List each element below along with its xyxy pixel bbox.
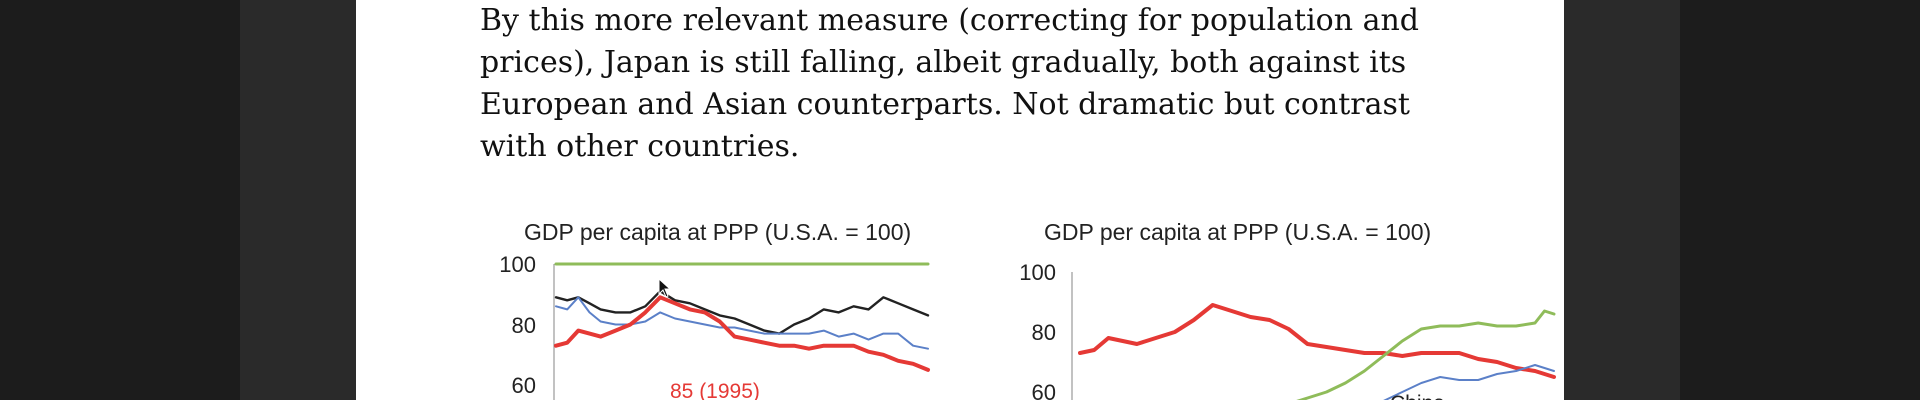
chart-title-right: GDP per capita at PPP (U.S.A. = 100) bbox=[1044, 219, 1431, 245]
y-tick-right: 60 bbox=[1032, 380, 1056, 400]
annotation-1995: 85 (1995) bbox=[670, 380, 760, 400]
series-line bbox=[554, 289, 930, 335]
right-margin bbox=[1564, 0, 1680, 400]
series-group-left bbox=[554, 262, 930, 372]
chart-title-left: GDP per capita at PPP (U.S.A. = 100) bbox=[524, 219, 911, 245]
right-backdrop bbox=[1680, 0, 1920, 400]
series-line bbox=[1383, 364, 1555, 400]
series-line bbox=[555, 296, 929, 350]
series-line bbox=[1078, 303, 1556, 379]
annotation-china: China bbox=[1390, 392, 1445, 400]
y-tick-left: 60 bbox=[512, 373, 536, 398]
series-line bbox=[554, 295, 930, 372]
y-tick-right: 100 bbox=[1019, 260, 1056, 285]
left-backdrop bbox=[0, 0, 240, 400]
y-tick-left: 100 bbox=[499, 252, 536, 277]
series-group-right bbox=[1078, 303, 1556, 400]
gdp-chart-left: GDP per capita at PPP (U.S.A. = 100) 100… bbox=[499, 219, 930, 400]
body-paragraph: By this more relevant measure (correctin… bbox=[480, 3, 1420, 164]
series-line bbox=[1296, 309, 1556, 400]
left-margin bbox=[240, 0, 356, 400]
y-tick-left: 80 bbox=[512, 313, 536, 338]
mouse-cursor-icon bbox=[658, 278, 672, 298]
y-tick-right: 80 bbox=[1032, 320, 1056, 345]
gdp-chart-right: GDP per capita at PPP (U.S.A. = 100) 100… bbox=[1019, 219, 1556, 400]
slide-page: By this more relevant measure (correctin… bbox=[356, 0, 1564, 400]
